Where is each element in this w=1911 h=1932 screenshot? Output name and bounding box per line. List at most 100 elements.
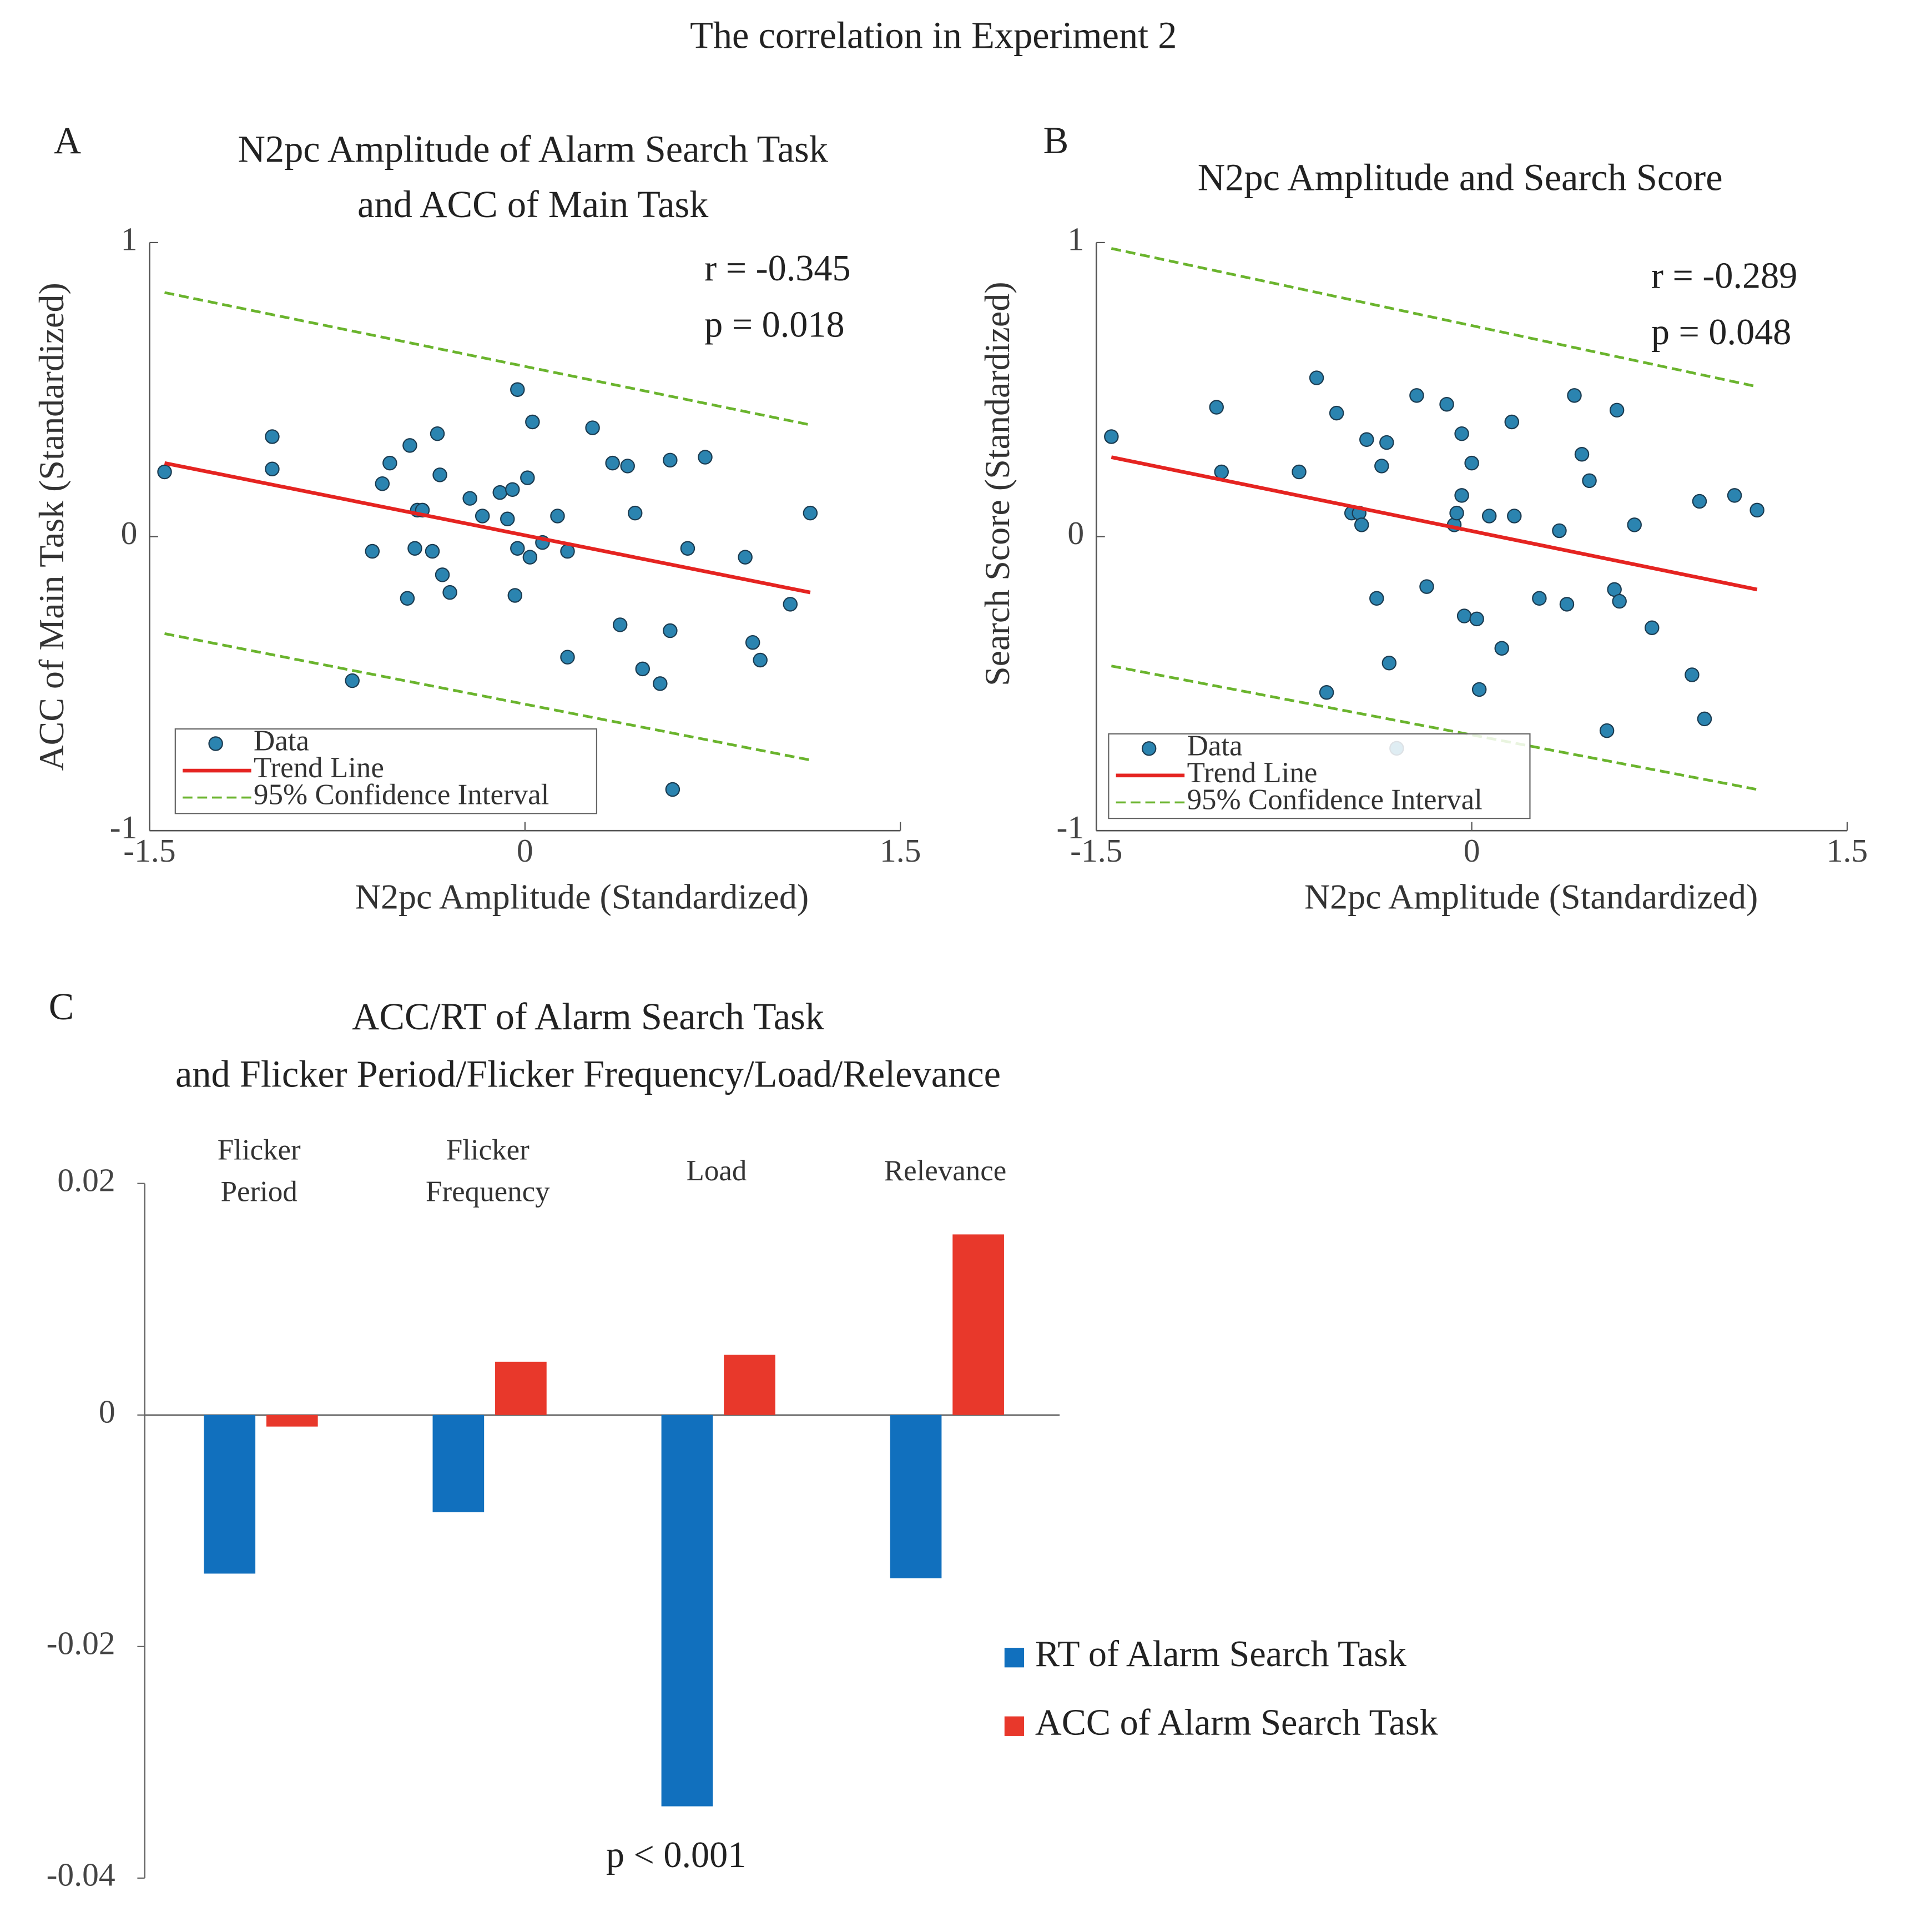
x-tick-label: 0: [517, 832, 533, 869]
data-point: [1685, 667, 1700, 682]
data-point: [612, 617, 628, 632]
data-point: [375, 476, 390, 491]
data-point: [635, 661, 651, 677]
data-point: [745, 635, 760, 650]
category-label: Load: [687, 1155, 747, 1187]
data-point: [1599, 723, 1615, 738]
legend-label: RT of Alarm Search Task: [1035, 1634, 1407, 1674]
data-point: [1319, 685, 1334, 700]
data-point: [510, 541, 525, 556]
y-axis-label: ACC of Main Task (Standardized): [32, 283, 71, 771]
data-point: [1454, 488, 1469, 503]
data-point: [1645, 620, 1660, 635]
data-point: [430, 426, 445, 441]
data-point: [442, 585, 457, 600]
data-point: [665, 782, 680, 797]
data-point: [1559, 597, 1575, 612]
y-tick-label: 0: [1067, 515, 1084, 551]
data-point: [1532, 591, 1547, 606]
annotation: p = 0.048: [1651, 312, 1791, 353]
data-point: [1504, 414, 1520, 430]
legend-marker: [1141, 741, 1157, 756]
data-point: [365, 544, 380, 559]
bar: [204, 1415, 256, 1574]
data-point: [1439, 396, 1454, 412]
data-point: [753, 652, 768, 668]
data-point: [1749, 502, 1764, 518]
trend-line: [1111, 455, 1758, 592]
annotation: r = -0.345: [704, 248, 850, 289]
y-tick-label: 1: [1067, 221, 1084, 258]
ci-lower: [1111, 665, 1758, 791]
data-point: [1374, 459, 1389, 474]
data-point: [1354, 517, 1369, 532]
legend-label: Data: [254, 725, 309, 757]
data-point: [1507, 509, 1522, 524]
data-point: [605, 455, 620, 471]
data-point: [492, 485, 507, 500]
y-tick-label: -0.04: [47, 1856, 115, 1893]
data-point: [1494, 641, 1509, 656]
data-point: [400, 591, 415, 606]
y-tick-label: 0: [99, 1393, 115, 1430]
category-label: Flicker Period: [218, 1134, 301, 1208]
y-tick-label: -1: [110, 809, 138, 846]
data-point: [1692, 494, 1707, 509]
data-point: [1209, 400, 1224, 415]
bar: [495, 1361, 547, 1415]
x-tick-label: 1.5: [1827, 832, 1868, 869]
data-point: [680, 541, 695, 556]
data-point: [1697, 711, 1712, 727]
data-point: [803, 505, 818, 521]
data-point: [510, 382, 525, 397]
annotation: p < 0.001: [606, 1835, 746, 1875]
data-point: [653, 676, 668, 691]
legend-label: ACC of Alarm Search Task: [1035, 1702, 1439, 1743]
data-point: [345, 673, 360, 688]
data-point: [1214, 464, 1229, 480]
data-point: [402, 438, 417, 453]
annotation: r = -0.289: [1651, 255, 1797, 296]
data-point: [663, 452, 678, 468]
data-point: [525, 414, 540, 430]
data-point: [1609, 402, 1625, 418]
data-point: [1381, 656, 1397, 671]
category-label: Relevance: [884, 1155, 1007, 1187]
data-point: [1409, 388, 1424, 403]
data-point: [1369, 591, 1384, 606]
data-point: [1582, 473, 1597, 489]
legend-swatch: [1004, 1716, 1025, 1736]
data-point: [620, 459, 635, 474]
y-tick-label: -0.02: [47, 1625, 115, 1662]
data-point: [407, 541, 422, 556]
data-point: [522, 550, 538, 565]
ci-upper: [164, 291, 811, 426]
data-point: [627, 505, 643, 521]
y-tick-label: 1: [121, 221, 138, 258]
annotation: p = 0.018: [704, 305, 844, 345]
data-point: [1329, 405, 1344, 421]
data-point: [1574, 447, 1590, 462]
data-point: [265, 429, 280, 444]
trend-line: [164, 461, 811, 595]
data-point: [507, 588, 523, 603]
data-point: [1464, 455, 1479, 471]
data-point: [425, 544, 440, 559]
bar: [266, 1415, 318, 1427]
data-point: [432, 467, 447, 482]
legend-swatch: [1004, 1648, 1025, 1668]
data-point: [1627, 517, 1642, 532]
data-point: [1359, 432, 1374, 447]
data-point: [382, 455, 397, 471]
legend-label: 95% Confidence Interval: [254, 779, 549, 811]
chart-title: and ACC of Main Task: [357, 183, 709, 225]
chart-title: N2pc Amplitude and Search Score: [1198, 156, 1723, 198]
bar: [952, 1234, 1004, 1415]
data-point: [1419, 579, 1434, 594]
data-point: [738, 550, 753, 565]
data-point: [1469, 611, 1484, 627]
data-point: [1552, 523, 1567, 539]
y-axis-label: Search Score (Standardized): [977, 281, 1017, 686]
x-tick-label: 0: [1464, 832, 1480, 869]
